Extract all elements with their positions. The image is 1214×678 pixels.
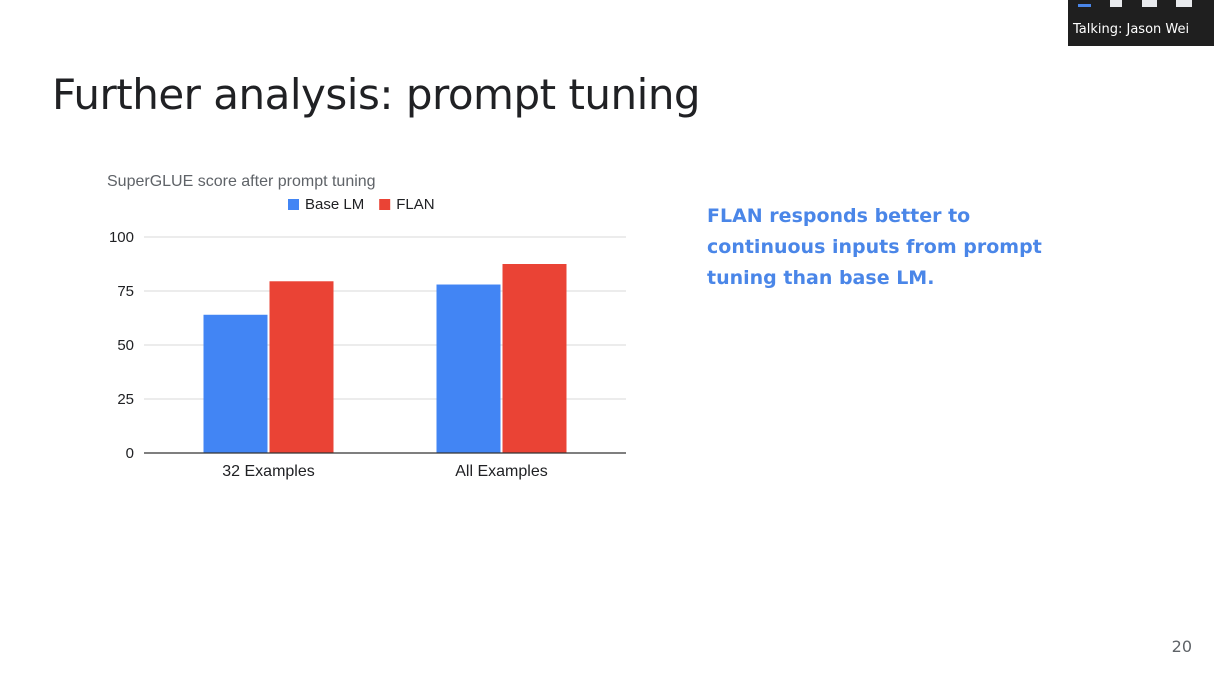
view-controls — [1068, 0, 1214, 16]
bar-flan-1 — [502, 264, 567, 453]
bar-chart: SuperGLUE score after prompt tuning Base … — [100, 165, 640, 495]
bar-flan-0 — [269, 281, 334, 453]
y-tick-label-75: 75 — [117, 283, 134, 300]
page-number: 20 — [1171, 637, 1192, 656]
bar-base-lm-1 — [436, 284, 501, 453]
legend-label-1: FLAN — [396, 196, 434, 213]
wide-view-icon[interactable] — [1142, 0, 1157, 7]
y-tick-label-100: 100 — [109, 229, 134, 246]
chart-svg: SuperGLUE score after prompt tuning Base … — [107, 173, 626, 480]
talking-label: Talking: Jason Wei — [1073, 22, 1190, 37]
x-tick-label-1: All Examples — [455, 463, 547, 480]
grid-view-icon[interactable] — [1176, 0, 1192, 7]
y-tick-label-0: 0 — [126, 445, 134, 462]
slide-title: Further analysis: prompt tuning — [52, 70, 701, 119]
y-tick-label-50: 50 — [117, 337, 134, 354]
legend-label-0: Base LM — [305, 196, 364, 213]
speaker-view-icon[interactable] — [1078, 4, 1091, 7]
single-view-icon[interactable] — [1110, 0, 1122, 7]
legend-swatch-1 — [379, 199, 391, 210]
x-tick-label-0: 32 Examples — [222, 463, 315, 480]
speaker-panel: Talking: Jason Wei — [1068, 0, 1214, 46]
bar-base-lm-0 — [203, 314, 268, 453]
callout-text: FLAN responds better to continuous input… — [707, 205, 1042, 289]
y-tick-label-25: 25 — [117, 391, 134, 408]
legend-swatch-0 — [288, 199, 299, 210]
chart-title: SuperGLUE score after prompt tuning — [107, 173, 376, 190]
